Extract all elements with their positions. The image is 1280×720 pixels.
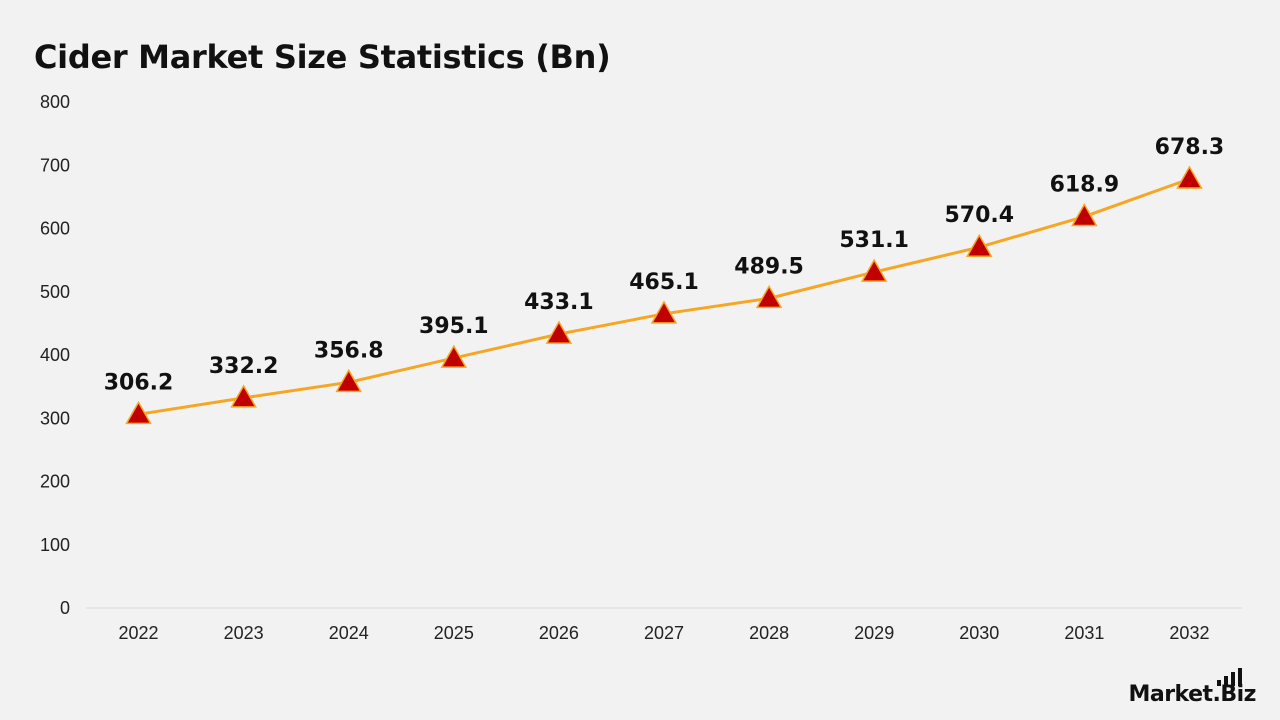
logo-bars-icon xyxy=(1217,668,1242,686)
x-tick-label: 2022 xyxy=(119,623,159,643)
y-tick-label: 500 xyxy=(40,282,70,302)
data-point-marker xyxy=(860,258,888,282)
y-tick-label: 700 xyxy=(40,155,70,175)
x-tick-label: 2028 xyxy=(749,623,789,643)
data-point-marker xyxy=(650,300,678,324)
data-label: 465.1 xyxy=(629,270,699,295)
data-label: 306.2 xyxy=(104,370,174,395)
series-line xyxy=(138,177,1190,416)
data-point-marker xyxy=(335,368,363,393)
brand-logo: Market.Biz xyxy=(1128,666,1256,706)
data-point-marker xyxy=(125,400,152,425)
y-tick-label: 300 xyxy=(40,408,70,428)
data-label: 395.1 xyxy=(419,314,489,339)
y-tick-label: 400 xyxy=(40,345,70,365)
data-point-marker xyxy=(1176,165,1203,189)
x-tick-label: 2030 xyxy=(959,623,999,643)
y-tick-label: 100 xyxy=(40,535,70,555)
x-tick-label: 2023 xyxy=(224,623,264,643)
y-tick-label: 0 xyxy=(60,598,70,618)
data-point-marker xyxy=(1071,203,1098,227)
x-axis-ticks: 2022 2023 2024 2025 2026 2027 2028 2029 2030 2031… xyxy=(119,623,1210,643)
data-labels: 306.2 332.2 356.8 395.1 433.1 465.1 489.5 531.1… xyxy=(104,135,1225,395)
data-markers xyxy=(125,165,1203,425)
data-label: 678.3 xyxy=(1155,135,1225,160)
x-tick-label: 2031 xyxy=(1064,623,1104,643)
data-point-marker xyxy=(440,344,468,368)
x-tick-label: 2024 xyxy=(329,623,369,643)
data-label: 570.4 xyxy=(944,203,1014,228)
x-tick-label: 2029 xyxy=(854,623,894,643)
chart-title: Cider Market Size Statistics (Bn) xyxy=(34,38,611,76)
data-point-marker xyxy=(755,284,783,309)
data-label: 489.5 xyxy=(734,254,804,279)
data-point-marker xyxy=(230,384,257,408)
data-point-marker xyxy=(545,320,573,344)
data-label: 332.2 xyxy=(209,354,279,379)
x-tick-label: 2027 xyxy=(644,623,684,643)
x-tick-label: 2025 xyxy=(434,623,474,643)
y-tick-label: 800 xyxy=(40,92,70,112)
data-point-marker xyxy=(965,233,993,257)
y-tick-label: 600 xyxy=(40,219,70,239)
data-label: 433.1 xyxy=(524,290,594,315)
y-axis-ticks: 0 100 200 300 400 500 600 700 800 xyxy=(40,92,70,618)
data-label: 356.8 xyxy=(314,338,384,363)
data-label: 531.1 xyxy=(839,228,909,253)
x-tick-label: 2032 xyxy=(1169,623,1209,643)
logo-text: Market.Biz xyxy=(1128,682,1256,707)
x-tick-label: 2026 xyxy=(539,623,579,643)
y-tick-label: 200 xyxy=(40,472,70,492)
data-label: 618.9 xyxy=(1050,173,1120,198)
